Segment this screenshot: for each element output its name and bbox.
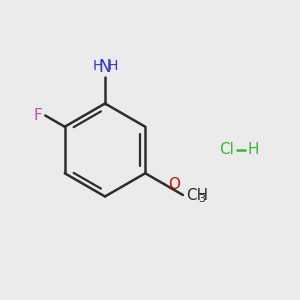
Text: H: H xyxy=(107,58,118,73)
Text: N: N xyxy=(99,58,111,76)
Text: H: H xyxy=(92,58,103,73)
Text: H: H xyxy=(248,142,259,158)
Text: 3: 3 xyxy=(199,194,206,204)
Text: Cl: Cl xyxy=(219,142,234,158)
Text: O: O xyxy=(168,177,180,192)
Text: F: F xyxy=(34,108,42,123)
Text: CH: CH xyxy=(186,188,208,202)
